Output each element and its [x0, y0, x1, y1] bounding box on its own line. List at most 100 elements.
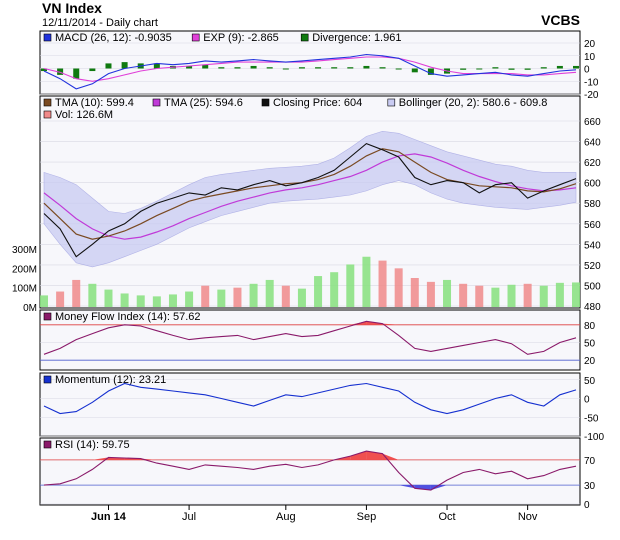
- volume-bar: [168, 294, 177, 307]
- volume-bar: [152, 296, 161, 307]
- mfi-legend-label: Money Flow Index (14): 57.62: [55, 311, 201, 323]
- volume-bar: [507, 284, 516, 307]
- divergence-bar: [250, 65, 257, 69]
- macd-legend-label: MACD (26, 12): -0.9035: [55, 32, 172, 44]
- rsi-legend-label: RSI (14): 59.75: [55, 439, 130, 451]
- mfi-overbought-fill: [382, 323, 399, 325]
- divergence-bar: [186, 65, 193, 69]
- price-legend-swatch: [43, 98, 52, 107]
- macd-line: [43, 53, 577, 90]
- momentum-panel: [39, 372, 581, 437]
- macd-ytick-label: -10: [584, 77, 599, 88]
- volume-bar: [330, 272, 339, 307]
- price-ytick-label: 560: [584, 220, 601, 231]
- divergence-bar: [41, 68, 47, 72]
- volume-bar: [314, 276, 323, 307]
- volume-tick-label: 300M: [12, 245, 37, 256]
- divergence-bar: [57, 68, 64, 75]
- price-ytick-label: 580: [584, 199, 601, 210]
- brand-label: VCBS: [541, 12, 580, 28]
- rsi-ytick-label: 0: [584, 500, 590, 511]
- divergence-bar: [347, 67, 354, 69]
- divergence-bar: [476, 68, 483, 70]
- divergence-bar: [73, 68, 80, 79]
- xaxis-label: Aug: [276, 511, 296, 523]
- price-ytick-label: 620: [584, 158, 601, 169]
- momentum-line: [43, 382, 577, 415]
- xaxis-label: Oct: [438, 511, 455, 523]
- volume-bar: [555, 282, 564, 307]
- volume-tick-label: 0M: [23, 303, 37, 314]
- divergence-bar: [411, 68, 418, 73]
- price-ytick-label: 640: [584, 138, 601, 149]
- closing-price-line: [43, 142, 577, 258]
- divergence-bar: [427, 68, 434, 75]
- rsi-oversold-fill: [414, 485, 431, 491]
- divergence-bar: [573, 65, 579, 69]
- price-legend-label: TMA (25): 594.6: [164, 97, 243, 109]
- volume-bar: [40, 295, 48, 307]
- volume-bar: [136, 295, 145, 307]
- volume-bar: [410, 278, 419, 307]
- macd-legend-swatch: [300, 33, 309, 42]
- volume-bar: [362, 256, 371, 307]
- volume-bar: [201, 285, 210, 307]
- volume-bar: [56, 291, 65, 307]
- rsi-ytick-label: 30: [584, 481, 596, 492]
- rsi-overbought-fill: [92, 457, 109, 460]
- momentum-legend-label: Momentum (12): 23.21: [55, 374, 166, 386]
- bollinger-band: [43, 130, 577, 268]
- volume-bar: [104, 289, 113, 307]
- volume-bar: [72, 279, 81, 307]
- volume-bar: [523, 283, 532, 307]
- macd-panel: [39, 30, 581, 95]
- xaxis-label: Sep: [357, 511, 377, 523]
- divergence-bar: [105, 63, 112, 69]
- macd-legend-swatch: [43, 33, 52, 42]
- rsi-oversold-fill: [398, 485, 415, 489]
- macd-legend-swatch: [191, 33, 200, 42]
- price-ytick-label: 480: [584, 302, 601, 313]
- rsi-oversold-fill: [430, 485, 448, 491]
- volume-bar: [426, 281, 435, 307]
- price-legend-label: Bollinger (20, 2): 580.6 - 609.8: [399, 97, 548, 109]
- mfi-legend-swatch: [43, 312, 52, 321]
- divergence-bar: [508, 68, 515, 70]
- price-legend-label: TMA (10): 599.4: [55, 97, 134, 109]
- volume-bar: [539, 285, 548, 307]
- divergence-bar: [379, 67, 386, 69]
- price-ytick-label: 600: [584, 179, 601, 190]
- macd-legend-label: Divergence: 1.961: [312, 32, 401, 44]
- price-ytick-label: 500: [584, 281, 601, 292]
- macd-ytick-label: -20: [584, 90, 599, 101]
- volume-bar: [346, 264, 355, 307]
- momentum-ytick-label: -50: [584, 413, 599, 424]
- volume-bar: [281, 285, 290, 307]
- volume-tick-label: 200M: [12, 264, 37, 275]
- xaxis-label: Jun 14: [91, 511, 127, 523]
- volume-bar: [378, 260, 387, 307]
- volume-bar: [491, 287, 500, 307]
- tma10-line: [43, 148, 577, 240]
- divergence-bar: [315, 67, 322, 69]
- volume-bar: [249, 283, 258, 307]
- mfi-ytick-label: 50: [584, 339, 596, 350]
- momentum-ytick-label: -100: [584, 432, 604, 443]
- divergence-bar: [266, 67, 273, 69]
- rsi-legend-swatch: [43, 440, 52, 449]
- divergence-bar: [282, 68, 289, 70]
- macd-ytick-label: 0: [584, 65, 590, 76]
- exp-line: [43, 56, 577, 82]
- rsi-overbought-fill: [350, 451, 367, 460]
- divergence-bar: [298, 67, 305, 69]
- volume-bar: [297, 288, 306, 307]
- volume-bar: [88, 283, 97, 307]
- volume-bar: [120, 293, 129, 307]
- volume-bar: [572, 282, 580, 307]
- volume-bar: [459, 283, 468, 307]
- volume-bar: [185, 291, 194, 307]
- volume-bar: [394, 268, 403, 307]
- volume-bar: [217, 289, 226, 307]
- price-legend-swatch: [43, 110, 52, 119]
